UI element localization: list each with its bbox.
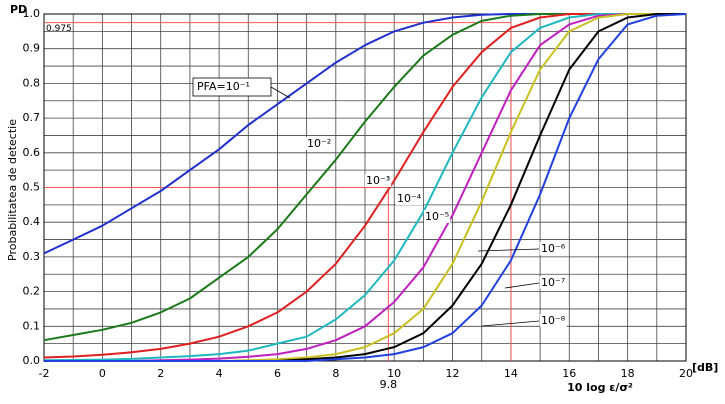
y-tick-label: 0.2 xyxy=(23,285,41,298)
curve-label: 10⁻⁷ xyxy=(541,276,565,289)
x-tick-label: 4 xyxy=(216,367,223,380)
reference-x-label: 9.8 xyxy=(380,378,398,391)
x-axis-unit: [dB] xyxy=(692,361,718,374)
curve-label: 10⁻⁵ xyxy=(425,210,449,223)
x-tick-label: 8 xyxy=(332,367,339,380)
y-tick-label: 0.4 xyxy=(23,215,41,228)
curve xyxy=(44,13,687,362)
x-tick-label: 18 xyxy=(621,367,635,380)
curve-label: 10⁻³ xyxy=(366,174,390,187)
curve-label: 10⁻² xyxy=(307,137,331,150)
x-tick-label: -2 xyxy=(39,367,50,380)
x-tick-label: 14 xyxy=(504,367,518,380)
reference-y-label: 0.975 xyxy=(46,24,72,34)
x-tick-label: 10 xyxy=(387,367,401,380)
curve-label-bg xyxy=(365,174,392,187)
curve-label-bg xyxy=(540,314,567,327)
curve-label-bg xyxy=(306,137,333,150)
curve-label: 10⁻⁴ xyxy=(397,192,422,205)
y-tick-label: 0.3 xyxy=(23,250,41,263)
y-tick-label: 0.7 xyxy=(23,111,41,124)
y-tick-label: 0.6 xyxy=(23,146,41,159)
leader-line xyxy=(270,86,291,99)
curve-label: 10⁻⁶ xyxy=(541,242,566,255)
curve-label-bg xyxy=(540,242,567,255)
leader-line xyxy=(477,248,540,252)
y-tick-label: 0.5 xyxy=(23,181,41,194)
curve-label-bg xyxy=(424,210,451,223)
x-axis-label: 10 log ε/σ² xyxy=(567,381,633,394)
curve-label-bg xyxy=(540,276,567,289)
y-axis-label: Probabilitatea de detectie xyxy=(6,119,19,261)
curve-label: PFA=10⁻¹ xyxy=(197,80,250,93)
leader-line xyxy=(481,320,540,327)
x-tick-label: 6 xyxy=(274,367,281,380)
leader-line xyxy=(504,282,540,289)
y-tick-label: 0.8 xyxy=(23,76,41,89)
x-tick-label: 16 xyxy=(562,367,576,380)
curve-label-bg xyxy=(396,192,423,205)
x-tick-label: 2 xyxy=(157,367,164,380)
y-tick-label: 0.0 xyxy=(23,354,41,367)
x-tick-label: 0 xyxy=(99,367,106,380)
y-tick-label: 1.0 xyxy=(23,7,41,20)
curve xyxy=(43,13,686,362)
x-tick-label: 20 xyxy=(679,367,693,380)
y-tick-label: 0.9 xyxy=(23,42,41,55)
y-axis-short-label: PD xyxy=(10,3,27,16)
x-tick-label: 12 xyxy=(446,367,460,380)
curve-label: 10⁻⁸ xyxy=(541,314,566,327)
curve xyxy=(43,13,686,359)
y-tick-label: 0.1 xyxy=(23,319,41,332)
